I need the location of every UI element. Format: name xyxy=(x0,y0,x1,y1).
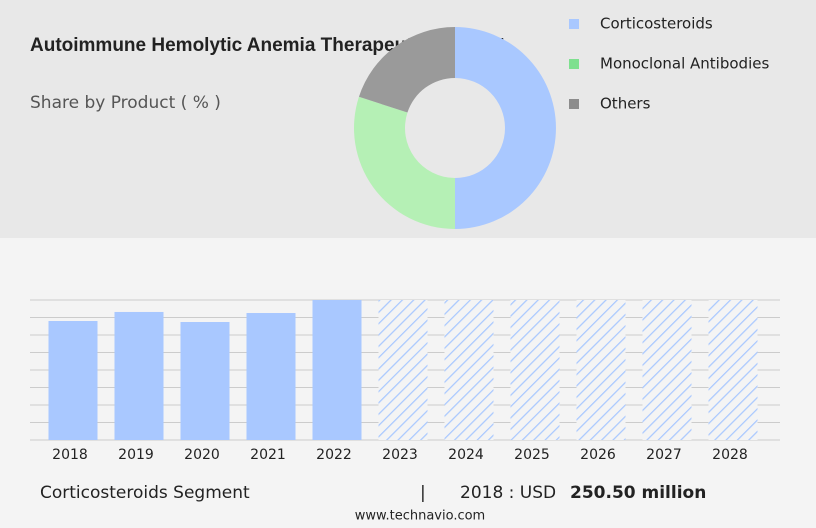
donut-slice xyxy=(358,27,455,113)
chart-subtitle: Share by Product ( % ) xyxy=(30,93,221,113)
forecast-bar xyxy=(444,300,494,440)
donut-slice xyxy=(455,27,556,229)
chart-title: Autoimmune Hemolytic Anemia Therapeutics… xyxy=(30,35,506,56)
footer-value: 250.50 million xyxy=(570,483,706,503)
x-tick-label: 2027 xyxy=(646,447,682,463)
forecast-bar xyxy=(378,300,428,440)
x-tick-label: 2022 xyxy=(316,447,352,463)
forecast-bar xyxy=(642,300,692,440)
forecast-bar xyxy=(576,300,626,440)
bar xyxy=(114,311,164,440)
forecast-bar xyxy=(708,300,758,440)
footer-segment: Corticosteroids Segment xyxy=(40,483,250,503)
bar xyxy=(48,320,98,440)
x-tick-label: 2019 xyxy=(118,447,154,463)
x-tick-label: 2023 xyxy=(382,447,418,463)
donut-slice xyxy=(353,96,455,230)
legend-swatch xyxy=(569,59,579,69)
forecast-bar xyxy=(510,300,560,440)
legend-label: Monoclonal Antibodies xyxy=(600,55,769,73)
legend-label: Corticosteroids xyxy=(600,15,713,33)
legend-swatch xyxy=(569,19,579,29)
x-tick-label: 2024 xyxy=(448,447,484,463)
footer-separator: | xyxy=(420,483,426,503)
x-tick-label: 2026 xyxy=(580,447,616,463)
x-tick-label: 2025 xyxy=(514,447,550,463)
x-tick-label: 2021 xyxy=(250,447,286,463)
legend-label: Others xyxy=(600,95,651,113)
x-tick-label: 2028 xyxy=(712,447,748,463)
bar xyxy=(246,313,296,440)
x-tick-label: 2020 xyxy=(184,447,220,463)
bar xyxy=(180,321,230,440)
bar xyxy=(312,300,362,440)
footer-year: 2018 : USD xyxy=(460,483,556,503)
source: www.technavio.com xyxy=(355,509,485,524)
legend-swatch xyxy=(569,99,579,109)
x-tick-label: 2018 xyxy=(52,447,88,463)
